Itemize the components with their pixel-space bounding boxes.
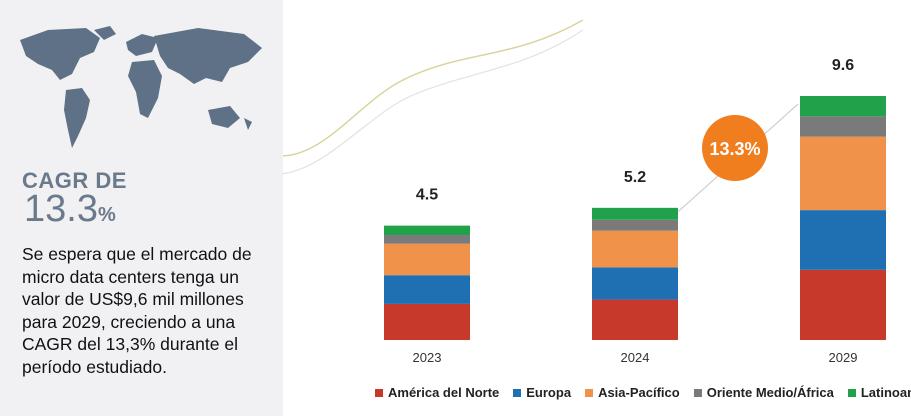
cagr-badge-circle	[702, 115, 768, 181]
map-continent-4	[128, 60, 162, 118]
decor-curve-2	[283, 29, 584, 175]
bar-2023-2	[384, 243, 470, 276]
description-text: Se espera que el mercado de micro data c…	[22, 244, 252, 377]
bar-2029-0	[800, 269, 886, 340]
map-continent-5	[154, 28, 262, 84]
cagr-badge-text: 13.3%	[709, 139, 760, 159]
bar-2029-3	[800, 116, 886, 137]
map-continent-2	[94, 26, 116, 40]
bar-2023-1	[384, 275, 470, 304]
legend-label-2: Asia-Pacífico	[598, 385, 680, 400]
bar-2024-4	[592, 207, 678, 220]
map-continent-6	[208, 106, 240, 128]
world-map-icon	[20, 26, 262, 148]
bar-2024-0	[592, 299, 678, 340]
legend-label-1: Europa	[526, 385, 572, 400]
legend-swatch-4	[847, 388, 856, 397]
total-label-2024: 5.2	[624, 169, 646, 186]
legend-label-0: América del Norte	[388, 385, 500, 400]
total-label-2029: 9.6	[832, 57, 854, 74]
bar-2029-4	[800, 96, 886, 117]
category-label-2029: 2029	[829, 350, 858, 365]
legend-swatch-0	[375, 388, 383, 397]
legend-item-2: Asia-Pacífico	[585, 385, 680, 400]
decorative-curves	[283, 19, 584, 175]
bar-2023-0	[384, 303, 470, 340]
cagr-badge: 13.3%	[702, 115, 768, 181]
legend-swatch-2	[585, 388, 594, 397]
chart-bars	[384, 96, 886, 340]
stacked-bar-chart: 13.3% 4.5 2023 5.2 2024 9.6 2029	[283, 19, 886, 365]
cagr-percent-sign: %	[97, 204, 116, 226]
category-label-2024: 2024	[621, 350, 650, 365]
legend-item-3: Oriente Medio/África	[693, 385, 834, 400]
cagr-number: 13.3	[24, 188, 98, 230]
map-continent-0	[20, 28, 100, 80]
cagr-value: 13.3%	[24, 190, 116, 228]
chart-legend: América del Norte Europa Asia-Pacífico Orie…	[375, 385, 911, 400]
category-label-2023: 2023	[413, 350, 442, 365]
map-continent-3	[126, 34, 158, 56]
bar-2024-2	[592, 230, 678, 268]
bar-2024-1	[592, 267, 678, 300]
legend-item-1: Europa	[513, 385, 571, 400]
bar-2029-2	[800, 136, 886, 211]
left-panel: CAGR DE 13.3% Se espera que el mercado d…	[0, 0, 283, 416]
legend-label-4: Latinoamérica	[860, 385, 911, 400]
bar-2029-1	[800, 210, 886, 270]
bar-2023-3	[384, 235, 470, 244]
legend-item-0: América del Norte	[375, 385, 499, 400]
map-continent-7	[244, 118, 252, 130]
bar-2023-4	[384, 225, 470, 236]
decor-curve-1	[283, 19, 584, 157]
bar-2024-3	[592, 219, 678, 231]
legend-item-4: Latinoamérica	[847, 385, 911, 400]
legend-swatch-1	[513, 388, 522, 397]
total-label-2023: 4.5	[416, 187, 438, 204]
cagr-label: CAGR DE	[22, 168, 127, 193]
legend-label-3: Oriente Medio/África	[706, 385, 834, 400]
chart-labels: 4.5 2023 5.2 2024 9.6 2029	[413, 57, 858, 365]
legend-swatch-3	[693, 388, 702, 397]
map-continent-1	[64, 88, 90, 148]
